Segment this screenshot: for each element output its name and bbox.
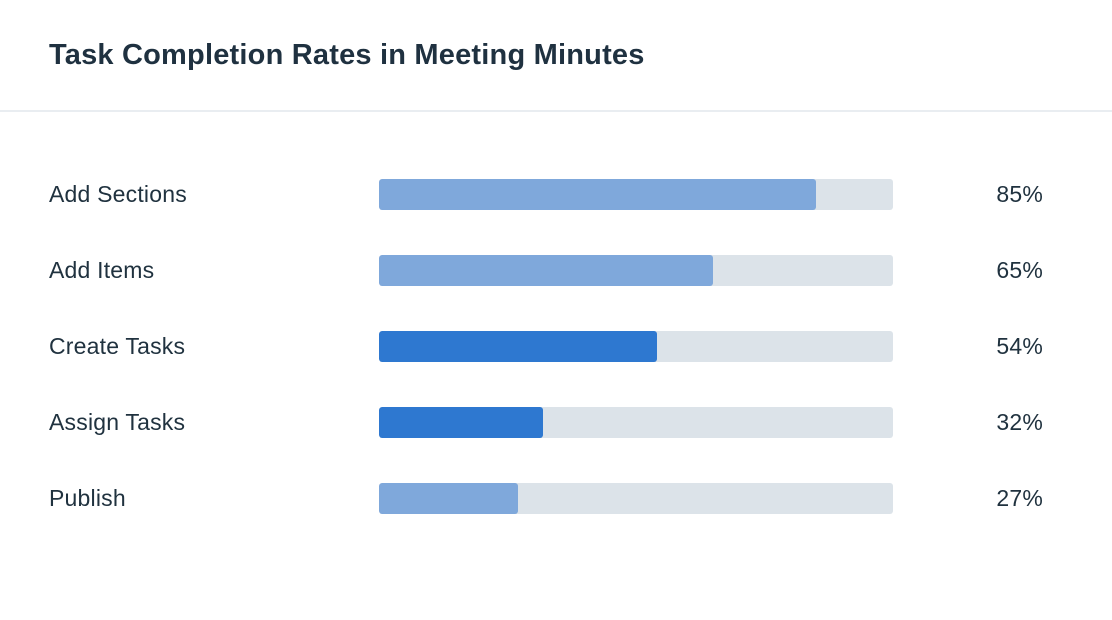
percent-value: 65% (996, 257, 1043, 283)
percent-value: 27% (996, 485, 1043, 511)
percent-value: 32% (996, 409, 1043, 435)
chart-row: Publish 27% (49, 483, 1112, 514)
task-label: Add Items (49, 257, 155, 283)
percent-value: 85% (996, 181, 1043, 207)
bar-track (379, 483, 893, 514)
task-label: Add Sections (49, 181, 187, 207)
page-title: Task Completion Rates in Meeting Minutes (49, 39, 645, 71)
task-label: Assign Tasks (49, 409, 186, 435)
bar-track (379, 407, 893, 438)
chart-row: Assign Tasks 32% (49, 407, 1112, 438)
bar-fill (379, 255, 714, 286)
bar-chart: Add Sections 85% Add Items 65% Create Tasks 5… (0, 112, 1112, 514)
task-label: Create Tasks (49, 333, 186, 359)
bar-track (379, 179, 893, 210)
bar-fill (379, 483, 518, 514)
chart-header: Task Completion Rates in Meeting Minutes (0, 0, 1112, 112)
chart-row: Add Items 65% (49, 255, 1112, 286)
bar-fill (379, 331, 657, 362)
bar-fill (379, 179, 816, 210)
bar-track (379, 331, 893, 362)
task-label: Publish (49, 485, 126, 511)
percent-value: 54% (996, 333, 1043, 359)
bar-fill (379, 407, 544, 438)
chart-row: Add Sections 85% (49, 179, 1112, 210)
chart-row: Create Tasks 54% (49, 331, 1112, 362)
bar-track (379, 255, 893, 286)
